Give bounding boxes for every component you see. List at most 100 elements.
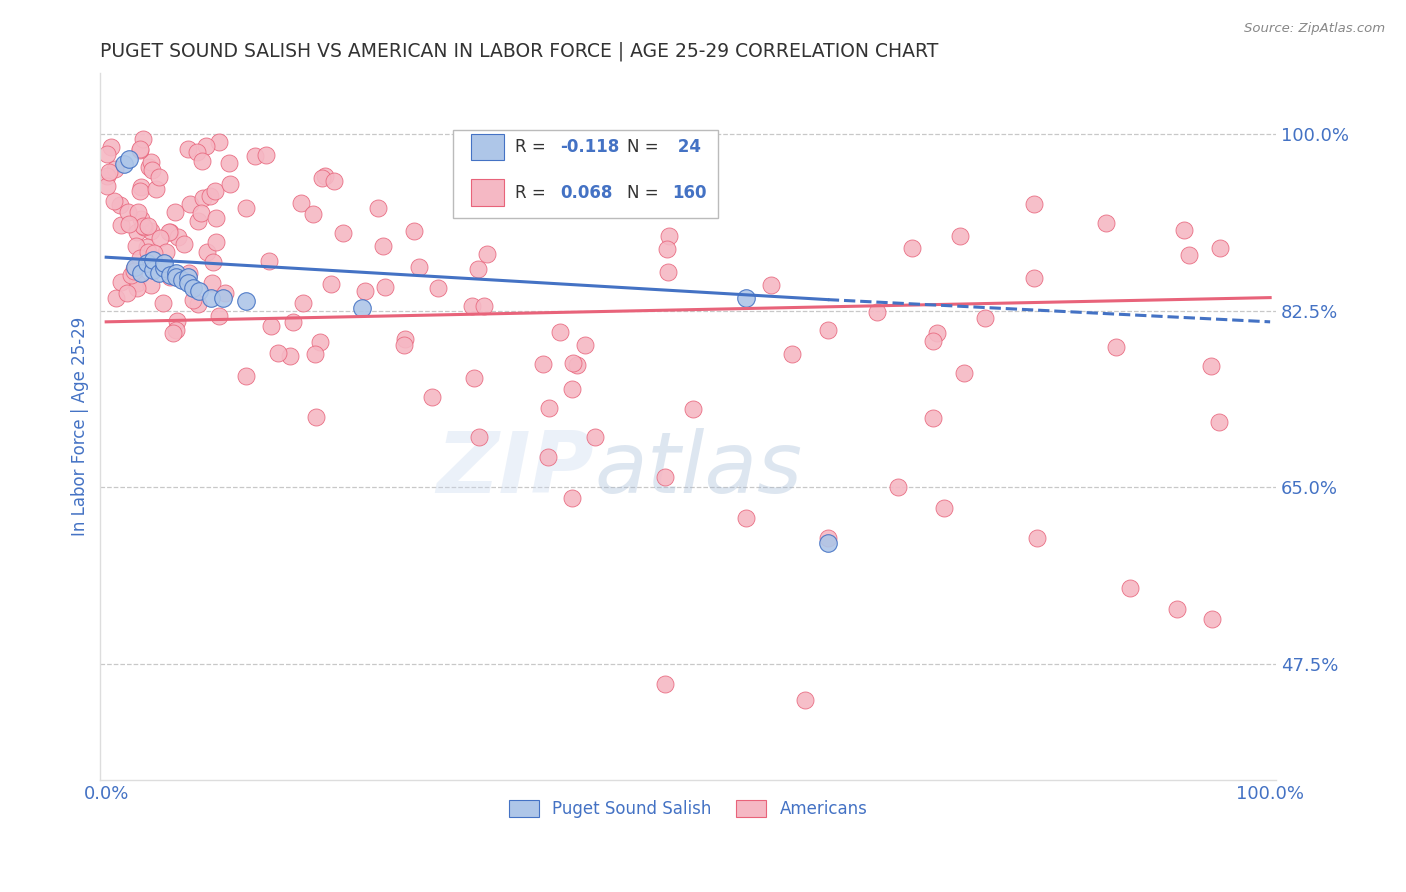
Point [408, 260, 430, 275]
Text: 0.068: 0.068 [560, 184, 613, 202]
Point [218, 156, 240, 170]
Point [201, 276, 224, 290]
Point [205, 235, 228, 249]
Point [129, 266, 152, 280]
Point [550, 326, 572, 340]
Point [866, 305, 889, 319]
Point [901, 241, 924, 255]
Point [163, 204, 186, 219]
Point [179, 197, 201, 211]
Point [187, 297, 209, 311]
Point [152, 295, 174, 310]
Point [565, 358, 588, 372]
Point [120, 268, 142, 282]
Point [1208, 415, 1230, 429]
Text: 160: 160 [672, 184, 706, 202]
Point [97, 164, 120, 178]
Point [561, 491, 583, 505]
Text: -0.118: -0.118 [560, 138, 619, 156]
Text: 24: 24 [672, 138, 700, 156]
Point [374, 280, 396, 294]
Point [167, 230, 190, 244]
Point [1166, 601, 1188, 615]
Point [195, 138, 218, 153]
Point [1024, 271, 1046, 285]
Point [654, 677, 676, 691]
Point [354, 284, 377, 298]
Point [128, 143, 150, 157]
Point [200, 188, 222, 202]
Point [176, 277, 198, 291]
Point [311, 170, 333, 185]
Point [235, 202, 257, 216]
Point [392, 338, 415, 352]
Point [235, 293, 257, 308]
Point [463, 371, 485, 385]
Point [135, 240, 157, 254]
Point [974, 310, 997, 325]
Point [214, 285, 236, 300]
Point [165, 266, 187, 280]
Point [195, 245, 218, 260]
Point [302, 207, 325, 221]
Point [292, 296, 315, 310]
Point [309, 335, 332, 350]
Point [1094, 216, 1116, 230]
Point [143, 246, 166, 260]
Point [129, 143, 152, 157]
Point [165, 323, 187, 337]
Point [735, 510, 758, 524]
Text: ZIP: ZIP [436, 428, 595, 511]
Point [108, 198, 131, 212]
Point [352, 301, 374, 315]
Point [142, 253, 165, 268]
Point [135, 256, 157, 270]
Point [187, 214, 209, 228]
Point [162, 326, 184, 340]
Point [125, 281, 148, 295]
Point [166, 314, 188, 328]
Point [132, 132, 155, 146]
Point [145, 181, 167, 195]
Text: Source: ZipAtlas.com: Source: ZipAtlas.com [1244, 22, 1385, 36]
Point [427, 281, 450, 295]
Point [475, 247, 498, 261]
Point [183, 293, 205, 308]
Point [148, 169, 170, 184]
Point [104, 291, 127, 305]
Point [314, 169, 336, 183]
FancyBboxPatch shape [471, 134, 503, 161]
Point [472, 299, 495, 313]
Point [200, 291, 222, 305]
Point [176, 142, 198, 156]
Point [127, 204, 149, 219]
Point [121, 268, 143, 283]
Point [1173, 223, 1195, 237]
Point [96, 178, 118, 193]
Point [260, 319, 283, 334]
Point [254, 148, 277, 162]
Point [159, 270, 181, 285]
Point [115, 285, 138, 300]
Text: N =: N = [627, 138, 664, 156]
Point [305, 409, 328, 424]
Point [208, 310, 231, 324]
Point [136, 219, 159, 233]
Point [404, 224, 426, 238]
Text: N =: N = [627, 184, 664, 202]
Point [153, 261, 176, 276]
Point [138, 160, 160, 174]
Point [290, 196, 312, 211]
Point [159, 225, 181, 239]
Point [132, 219, 155, 234]
Point [125, 239, 148, 253]
Point [139, 154, 162, 169]
Point [394, 333, 416, 347]
Point [420, 390, 443, 404]
Point [267, 346, 290, 360]
Point [1119, 582, 1142, 596]
Point [371, 239, 394, 253]
Point [1199, 359, 1222, 373]
Point [278, 349, 301, 363]
Point [1105, 340, 1128, 354]
